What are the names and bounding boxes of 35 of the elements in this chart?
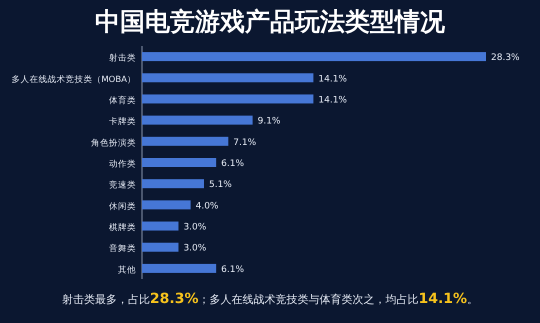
data-label: 5.1% — [208, 180, 232, 190]
data-label: 14.1% — [318, 74, 348, 84]
y-tick-label: 棋牌类 — [109, 222, 136, 234]
data-label: 14.1% — [318, 95, 348, 106]
y-tick-label: 多人在线战术竞技类（MOBA） — [11, 74, 136, 85]
data-label: 9.1% — [258, 116, 281, 127]
text: 射击类最多，占比28.3%；多人在线战术竞技类与体育类次之，均占比14.1%。 — [62, 291, 478, 307]
y-tick-label: 卡牌类 — [109, 116, 136, 128]
y-tick-label: 射击类 — [109, 52, 136, 64]
data-label: 6.1% — [221, 264, 244, 275]
bar — [142, 264, 216, 273]
y-tick-label: 音舞类 — [109, 243, 136, 254]
y-tick-label: 其他 — [118, 264, 136, 276]
data-label: 28.3% — [491, 53, 520, 64]
bar — [142, 242, 178, 252]
bar — [142, 200, 191, 210]
chart-title: 中国电竞游戏产品玩法类型情况 — [95, 7, 446, 36]
data-label: 4.0% — [196, 201, 219, 212]
y-tick-label: 角色扮演类 — [91, 137, 136, 148]
bar — [142, 179, 204, 188]
bar — [142, 158, 216, 167]
bar — [142, 136, 228, 146]
data-label: 3.0% — [183, 222, 207, 233]
data-label: 3.0% — [183, 244, 207, 254]
y-tick-label: 休闲类 — [109, 200, 136, 212]
bar — [142, 73, 314, 82]
y-tick-label: 体育类 — [109, 94, 136, 106]
y-tick-label: 竞速类 — [109, 180, 136, 191]
data-label: 6.1% — [221, 159, 244, 169]
bar — [142, 94, 314, 104]
bar — [142, 222, 178, 231]
y-tick-label: 动作类 — [109, 158, 136, 170]
data-label: 7.1% — [233, 138, 257, 148]
bar — [142, 116, 253, 125]
bar — [142, 52, 486, 62]
